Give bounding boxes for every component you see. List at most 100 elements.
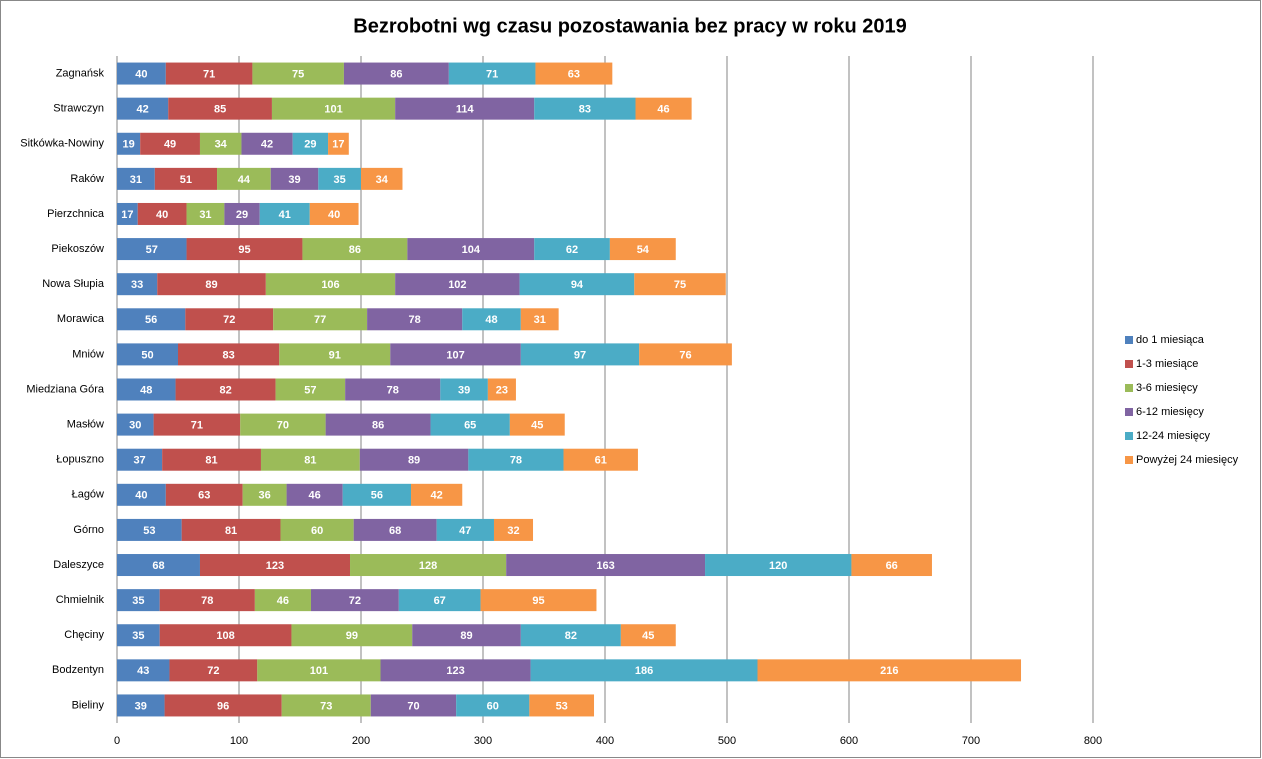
- data-label: 163: [596, 560, 614, 572]
- bar-segment: [117, 378, 176, 401]
- data-label: 114: [456, 104, 475, 116]
- bar-segment: [270, 167, 319, 190]
- bar-segment: [241, 132, 293, 155]
- bar-segment: [436, 518, 494, 541]
- bar-segment: [609, 238, 676, 261]
- bar-segment: [395, 97, 535, 120]
- data-label: 71: [191, 420, 203, 432]
- bar-segment: [162, 448, 261, 471]
- bar-segment: [117, 694, 165, 717]
- data-label: 86: [372, 420, 384, 432]
- bar-segment: [851, 554, 932, 577]
- y-tick-label: Nowa Słupia: [42, 278, 105, 290]
- bar-segment: [153, 413, 241, 436]
- data-label: 45: [642, 630, 654, 642]
- data-label: 32: [507, 525, 519, 537]
- bar-segment: [535, 62, 613, 85]
- bar-segment: [310, 589, 399, 612]
- bar-segment: [117, 554, 200, 577]
- bar-segment: [456, 694, 530, 717]
- data-label: 48: [485, 314, 497, 326]
- bar-segment: [487, 378, 516, 401]
- legend-label: Powyżej 24 miesięcy: [1136, 454, 1239, 466]
- data-label: 19: [122, 139, 134, 151]
- data-label: 33: [131, 279, 143, 291]
- bar-segment: [440, 378, 488, 401]
- bar-segment: [309, 202, 359, 225]
- bar-segment: [530, 659, 758, 682]
- data-label: 78: [201, 595, 213, 607]
- data-label: 106: [321, 279, 339, 291]
- data-label: 120: [769, 560, 787, 572]
- bar-segment: [165, 483, 243, 506]
- bar-segment: [165, 62, 253, 85]
- data-label: 104: [462, 244, 481, 256]
- bar-segment: [367, 308, 463, 331]
- bar-segment: [395, 273, 520, 296]
- y-tick-label: Łagów: [72, 489, 104, 501]
- y-tick-label: Chęciny: [64, 629, 104, 641]
- x-tick-label: 500: [718, 735, 736, 747]
- bar-segment: [520, 343, 640, 366]
- data-label: 42: [431, 490, 443, 502]
- data-label: 123: [266, 560, 284, 572]
- data-label: 107: [446, 349, 464, 361]
- data-label: 54: [637, 244, 650, 256]
- bar-segment: [137, 202, 187, 225]
- bar-segment: [361, 167, 403, 190]
- legend-label: 12-24 miesięcy: [1136, 430, 1210, 442]
- data-label: 86: [349, 244, 361, 256]
- y-tick-label: Sitkówka-Nowiny: [20, 138, 104, 150]
- bar-segment: [224, 202, 260, 225]
- x-tick-label: 700: [962, 735, 980, 747]
- data-label: 78: [510, 455, 522, 467]
- x-tick-label: 200: [352, 735, 370, 747]
- bar-segment: [117, 518, 182, 541]
- bar-segment: [186, 202, 225, 225]
- data-label: 67: [434, 595, 446, 607]
- data-label: 53: [556, 700, 568, 712]
- bar-segment: [757, 659, 1022, 682]
- bar-segment: [318, 167, 361, 190]
- bar-segment: [493, 518, 534, 541]
- y-tick-label: Bodzentyn: [52, 664, 104, 676]
- data-label: 48: [140, 384, 152, 396]
- bar-segment: [159, 624, 292, 647]
- data-label: 31: [534, 314, 546, 326]
- data-label: 83: [223, 349, 235, 361]
- bar-segment: [634, 273, 726, 296]
- y-tick-label: Pierzchnica: [47, 208, 105, 220]
- bar-segment: [390, 343, 521, 366]
- y-tick-label: Górno: [73, 524, 104, 536]
- data-label: 77: [314, 314, 326, 326]
- bar-segment: [345, 378, 441, 401]
- bar-segment: [117, 659, 170, 682]
- legend-label: 6-12 miesięcy: [1136, 406, 1204, 418]
- bar-segment: [342, 483, 412, 506]
- bar-segment: [181, 518, 281, 541]
- bar-segment: [265, 273, 396, 296]
- data-label: 82: [565, 630, 577, 642]
- data-label: 42: [261, 139, 273, 151]
- bar-segment: [563, 448, 638, 471]
- data-label: 17: [121, 209, 133, 221]
- legend-swatch: [1125, 408, 1133, 416]
- data-label: 76: [679, 349, 691, 361]
- legend-swatch: [1125, 360, 1133, 368]
- data-label: 41: [279, 209, 291, 221]
- data-label: 81: [225, 525, 237, 537]
- bar-segment: [199, 132, 242, 155]
- bar-segment: [412, 624, 521, 647]
- bar-segment: [154, 167, 218, 190]
- bar-segment: [117, 343, 178, 366]
- data-label: 39: [458, 384, 470, 396]
- data-label: 31: [130, 174, 142, 186]
- bar-segment: [275, 378, 346, 401]
- bar-segment: [117, 483, 166, 506]
- bar-segment: [242, 483, 287, 506]
- data-label: 102: [448, 279, 466, 291]
- data-label: 23: [496, 384, 508, 396]
- data-label: 57: [146, 244, 158, 256]
- bar-segment: [328, 132, 349, 155]
